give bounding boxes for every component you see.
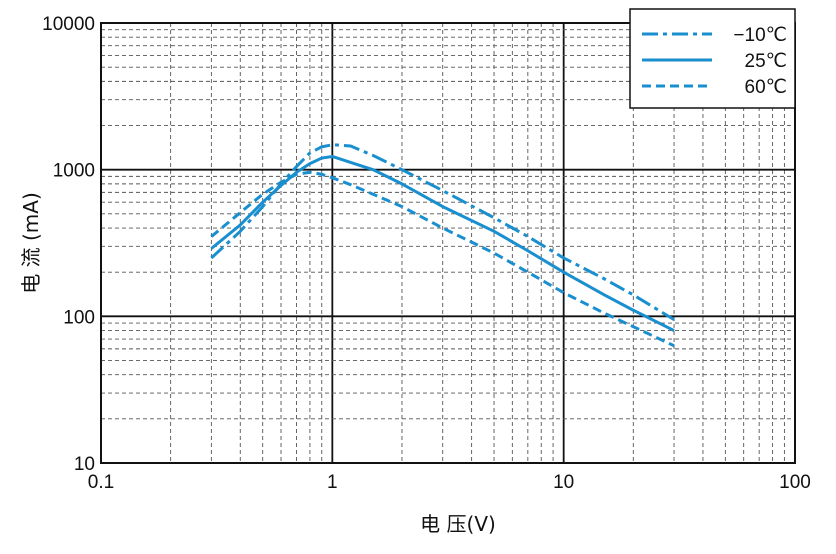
y-axis-title: 电 流 (mA) [19,192,43,293]
x-tick-label: 1 [327,472,338,493]
series-line-1 [210,154,675,332]
legend-label-1: 25℃ [745,51,787,72]
grid [101,23,795,463]
legend-label-2: 60℃ [745,77,787,98]
y-tick-label: 100 [63,307,95,328]
y-tick-label: 10 [74,454,95,475]
series-line-2 [210,170,675,348]
series-layer [210,143,675,348]
legend: −10℃ 25℃ 60℃ [629,8,796,109]
x-axis-title: 电 压(V) [420,512,496,536]
x-tick-label: 0.1 [88,472,114,493]
legend-label-0: −10℃ [733,25,787,46]
plot-frame [100,22,796,464]
x-tick-label: 10 [553,472,574,493]
y-tick-label: 1000 [53,161,95,182]
y-tick-label: 10000 [42,14,95,35]
x-tick-label: 100 [779,472,811,493]
tick-labels: 0.1 1 10 100 10 100 1000 10000 [42,14,811,493]
